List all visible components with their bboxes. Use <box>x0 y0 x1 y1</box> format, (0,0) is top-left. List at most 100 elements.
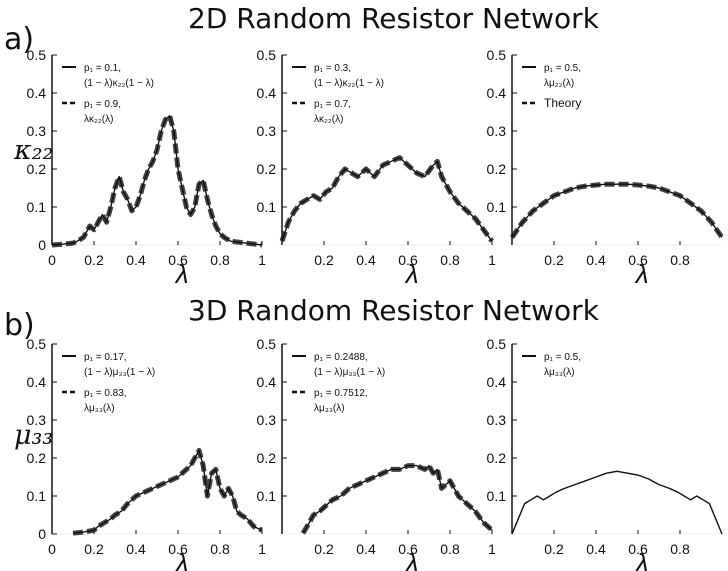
y-tick-label: 0.4 <box>27 85 47 101</box>
chart-panel-5: 0.1 0.2 0.3 0.4 0.5 0.2 0.4 0.6 0.8 λ p₁ = 0.5, λμ₃… <box>487 336 723 571</box>
series-dashed-line <box>509 181 725 239</box>
series-solid-line <box>51 115 263 246</box>
legend-entry: p₁ = 0.7, <box>314 99 351 110</box>
y-tick-label: 0.3 <box>27 412 47 428</box>
legend-entry: λκ₂₂(λ) <box>84 114 113 125</box>
row-b-tag: b) <box>4 308 35 343</box>
y-tick-label: 0.4 <box>487 85 507 101</box>
x-tick-label: 0 <box>48 252 56 268</box>
x-tick-label: 0.4 <box>356 252 376 268</box>
x-axis-label: λ <box>404 259 419 289</box>
y-tick-label: 0.4 <box>27 374 47 390</box>
legend-entry: p₁ = 0.1, <box>84 63 121 74</box>
x-axis-label: λ <box>404 548 419 571</box>
y-tick-label: 0.2 <box>257 450 277 466</box>
x-tick-label: 0.2 <box>544 541 564 557</box>
y-tick-label: 0.3 <box>27 123 47 139</box>
y-tick-label: 0.3 <box>487 412 507 428</box>
legend-entry: λμ₃₃(λ) <box>84 403 115 414</box>
row-b-title: 3D Random Resistor Network <box>188 294 599 327</box>
y-tick-label: 0.1 <box>27 488 47 504</box>
y-tick-label: 0.5 <box>27 47 47 63</box>
x-axis-label: λ <box>174 259 189 289</box>
legend-entry: λμ₃₃(λ) <box>314 403 345 414</box>
y-tick-label: 0 <box>38 526 46 542</box>
x-tick-label: 0.6 <box>398 252 418 268</box>
legend-entry: λμ₃₃(λ) <box>544 367 575 378</box>
row-b-ylabel: μ₃₃ <box>14 420 54 451</box>
y-tick-label: 0.5 <box>257 336 277 352</box>
legend-entry: p₁ = 0.3, <box>314 63 351 74</box>
legend-entry: (1 − λ)κ₂₂(1 − λ) <box>84 78 154 89</box>
legend-entry: p₁ = 0.5, <box>544 63 581 74</box>
y-tick-label: 0.4 <box>257 374 277 390</box>
chart-panel-2: 0.1 0.2 0.3 0.4 0.5 0.2 0.4 0.6 0.8 λ p₁ = 0.5, λμ₂… <box>487 47 725 289</box>
x-tick-label: 0.8 <box>670 541 690 557</box>
legend-entry: (1 − λ)μ₃₃(1 − λ) <box>84 367 155 378</box>
legend-entry: λμ₂₂(λ) <box>544 78 574 89</box>
series-solid-line <box>72 449 263 534</box>
x-tick-label: 0.2 <box>314 252 334 268</box>
x-tick-label: 0.2 <box>544 252 564 268</box>
x-tick-label: 0.2 <box>84 541 104 557</box>
legend-entry: p₁ = 0.9, <box>84 99 121 110</box>
series-dashed-line <box>279 155 495 243</box>
x-tick-label: 1 <box>258 541 266 557</box>
y-tick-label: 0.4 <box>487 374 507 390</box>
y-tick-label: 0.2 <box>487 161 507 177</box>
row-a-tag: a) <box>4 22 35 57</box>
x-tick-label: 0.4 <box>586 541 606 557</box>
x-tick-label: 0.4 <box>126 541 146 557</box>
y-tick-label: 0.3 <box>257 123 277 139</box>
x-tick-label: 0.2 <box>314 541 334 557</box>
y-tick-label: 0.4 <box>257 85 277 101</box>
x-tick-label: 0.6 <box>628 252 648 268</box>
x-tick-label: 0.8 <box>440 541 460 557</box>
series-solid-line <box>511 470 723 535</box>
x-axis-label: λ <box>634 259 649 289</box>
chart-panel-4: 0.1 0.2 0.3 0.4 0.5 0.2 0.4 0.6 0.8 1 λ p₁ = 0.2488… <box>257 336 497 571</box>
x-tick-label: 0.6 <box>168 541 188 557</box>
series-dashed-line <box>300 463 494 535</box>
x-tick-label: 0.4 <box>126 252 146 268</box>
chart-panel-0: 0 0.1 0.2 0.3 0.4 0.5 0 0.2 0.4 0.6 0.8 1 λ p₁ = 0.1,… <box>27 47 267 289</box>
y-tick-label: 0.2 <box>487 450 507 466</box>
x-tick-label: 0.4 <box>356 541 376 557</box>
chart-panel-3: 0 0.1 0.2 0.3 0.4 0.5 0 0.2 0.4 0.6 0.8 1 λ p₁ = 0.17… <box>27 336 267 571</box>
y-tick-label: 0.5 <box>257 47 277 63</box>
y-tick-label: 0.1 <box>257 199 277 215</box>
x-tick-label: 0.8 <box>440 252 460 268</box>
x-tick-label: 0.8 <box>210 252 230 268</box>
x-tick-label: 0.8 <box>670 252 690 268</box>
series-solid-line <box>281 156 493 242</box>
x-tick-label: 0 <box>48 541 56 557</box>
legend-entry: p₁ = 0.5, <box>544 352 581 363</box>
legend-entry: λκ₂₂(λ) <box>314 114 343 125</box>
legend-entry: p₁ = 0.83, <box>84 388 127 399</box>
y-tick-label: 0.3 <box>487 123 507 139</box>
x-axis-label: λ <box>634 548 649 571</box>
legend-entry: (1 − λ)κ₂₂(1 − λ) <box>314 78 384 89</box>
y-tick-label: 0.5 <box>27 336 47 352</box>
y-tick-label: 0 <box>38 237 46 253</box>
legend-entry: p₁ = 0.2488, <box>314 352 368 363</box>
x-tick-label: 0.8 <box>210 541 230 557</box>
x-tick-label: 0.2 <box>84 252 104 268</box>
y-tick-label: 0.1 <box>487 199 507 215</box>
row-a-title: 2D Random Resistor Network <box>188 2 599 35</box>
row-a-ylabel: κ₂₂ <box>14 135 54 166</box>
y-tick-label: 0.2 <box>27 450 47 466</box>
x-tick-label: 1 <box>258 252 266 268</box>
y-tick-label: 0.5 <box>487 47 507 63</box>
x-tick-label: 1 <box>488 541 496 557</box>
y-tick-label: 0.3 <box>257 412 277 428</box>
x-tick-label: 0.6 <box>398 541 418 557</box>
y-tick-label: 0.5 <box>487 336 507 352</box>
y-tick-label: 0.2 <box>257 161 277 177</box>
series-solid-line <box>511 183 723 238</box>
chart-panel-1: 0.1 0.2 0.3 0.4 0.5 0.2 0.4 0.6 0.8 1 λ p₁ = 0.3, (1… <box>257 47 497 289</box>
legend-entry: (1 − λ)μ₃₃(1 − λ) <box>314 367 385 378</box>
x-tick-label: 0.6 <box>628 541 648 557</box>
series-dashed-line <box>72 447 264 536</box>
